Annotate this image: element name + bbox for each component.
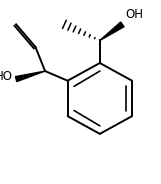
Polygon shape — [15, 71, 45, 82]
Text: OH: OH — [126, 8, 144, 21]
Text: HO: HO — [0, 70, 13, 83]
Polygon shape — [100, 22, 124, 40]
